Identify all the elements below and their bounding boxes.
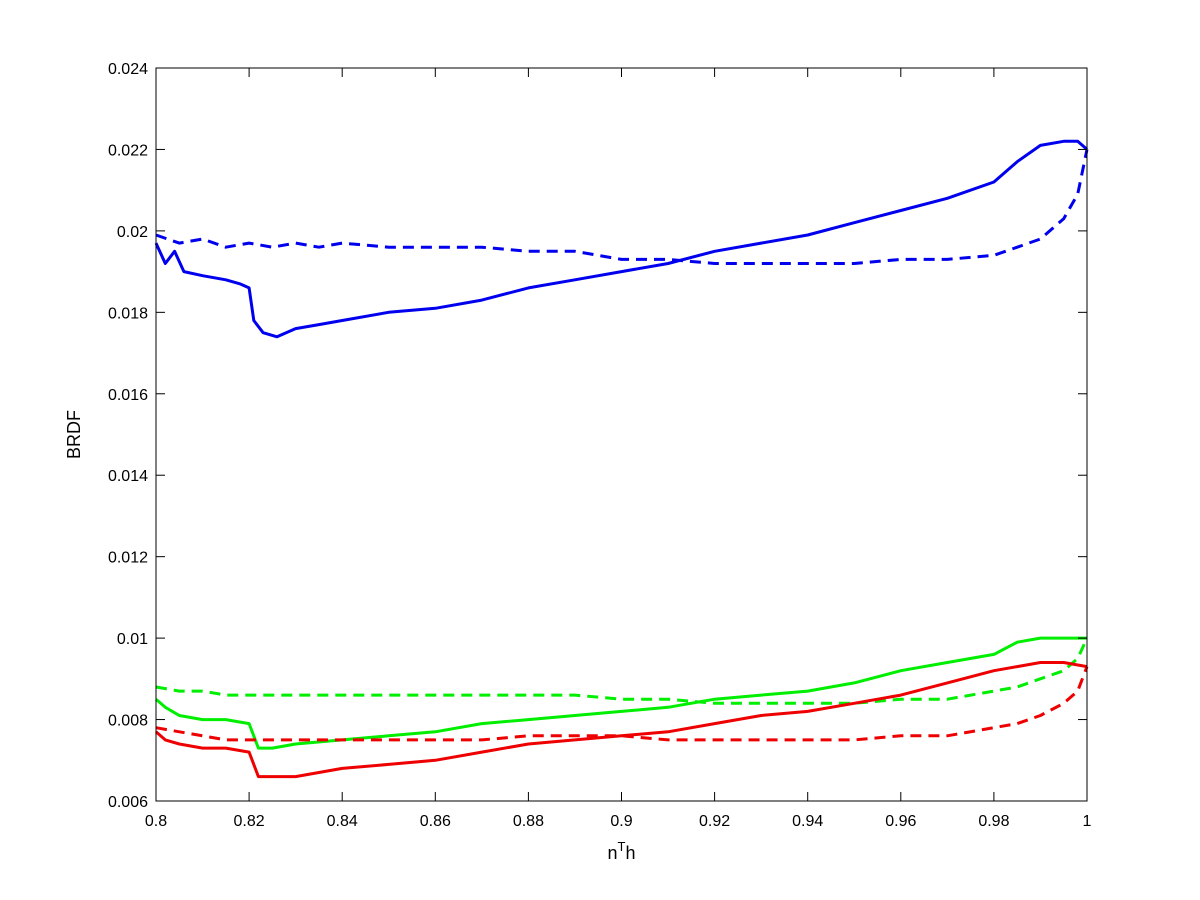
x-axis-label: nTh (608, 839, 636, 863)
series-line-1-dashed (155, 149, 1089, 265)
x-axis-label-base: n (608, 843, 618, 863)
x-axis-ticks: 0.8 0.82 0.84 0.86 0.88 0.9 0.92 0.94 0.96 0.98 1 (145, 68, 1092, 830)
series-line-5-dashed (155, 666, 1089, 742)
x-tick-label: 0.92 (699, 813, 730, 830)
series-layer (154, 139, 1089, 779)
x-tick-label: 0.96 (885, 813, 916, 830)
y-tick-label: 0.012 (108, 550, 148, 567)
x-axis-label-rest: h (625, 843, 635, 863)
y-tick-label: 0.018 (108, 305, 148, 322)
y-tick-label: 0.02 (117, 224, 148, 241)
x-tick-label: 0.84 (327, 813, 358, 830)
x-tick-label: 0.88 (513, 813, 544, 830)
x-tick-label: 0.94 (792, 813, 823, 830)
y-tick-label: 0.006 (108, 794, 148, 811)
series-line-3-dashed (155, 637, 1089, 705)
y-tick-label: 0.022 (108, 142, 148, 159)
x-tick-label: 0.98 (978, 813, 1009, 830)
y-axis-label: BRDF (64, 410, 84, 459)
y-tick-label: 0.016 (108, 387, 148, 404)
x-tick-label: 0.9 (610, 813, 632, 830)
x-tick-label: 0.86 (420, 813, 451, 830)
y-tick-label: 0.008 (108, 713, 148, 730)
y-tick-label: 0.01 (117, 631, 148, 648)
y-tick-label: 0.024 (108, 61, 148, 78)
y-axis-ticks: 0.006 0.008 0.01 0.012 0.014 0.016 0.018 0.02 0.… (108, 61, 1087, 811)
x-tick-label: 0.8 (145, 813, 167, 830)
x-axis-label-superscript: T (618, 839, 626, 854)
x-tick-label: 0.82 (234, 813, 265, 830)
series-line-4-solid (155, 661, 1088, 779)
x-tick-label: 1 (1083, 813, 1092, 830)
series-line-2-solid (155, 636, 1087, 750)
y-tick-label: 0.014 (108, 468, 148, 485)
series-line-0-solid (154, 139, 1088, 339)
